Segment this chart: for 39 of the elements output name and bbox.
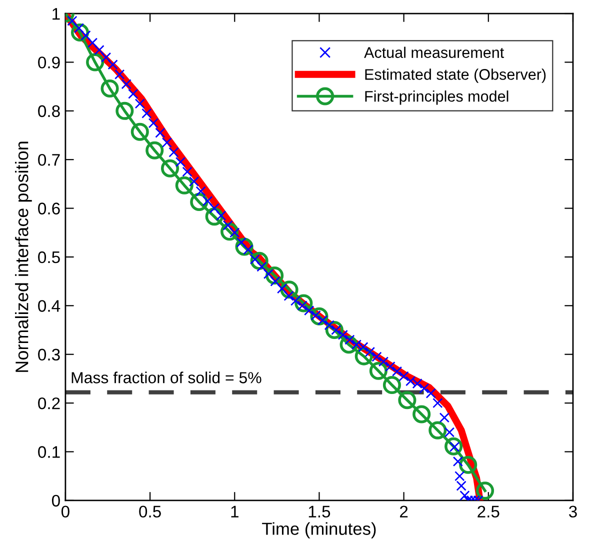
point bbox=[175, 176, 194, 194]
y-tick-label: 0.2 bbox=[38, 397, 60, 410]
y-tick-label: 0.7 bbox=[38, 154, 60, 166]
y-tick-label: 0.6 bbox=[38, 202, 60, 214]
y-tick-label: 0 bbox=[52, 494, 60, 507]
point bbox=[476, 482, 494, 500]
x-tick-label: 3 bbox=[568, 506, 577, 518]
legend-label: Actual measurement bbox=[364, 46, 504, 58]
point bbox=[428, 421, 447, 440]
point bbox=[146, 141, 164, 160]
point bbox=[160, 159, 180, 178]
y-tick-label: 0.9 bbox=[38, 56, 60, 68]
legend-label: Estimated state (Observer) bbox=[365, 68, 546, 83]
point bbox=[369, 362, 388, 380]
point bbox=[459, 456, 478, 474]
y-tick-label: 0.5 bbox=[38, 251, 60, 264]
point bbox=[86, 53, 104, 72]
y-tick-label: 0.3 bbox=[38, 348, 60, 361]
point bbox=[116, 102, 134, 120]
x-tick-label: 1.5 bbox=[308, 506, 330, 518]
point bbox=[382, 376, 401, 394]
y-axis-title: Normalized interface position bbox=[15, 142, 32, 372]
legend-label: First-principles model bbox=[365, 90, 508, 105]
point bbox=[100, 79, 119, 98]
point bbox=[444, 437, 463, 456]
point bbox=[130, 122, 149, 141]
x-tick-label: 0.5 bbox=[139, 506, 161, 518]
y-tick-label: 0.1 bbox=[38, 446, 60, 458]
x-tick-label: 0 bbox=[61, 506, 70, 518]
point bbox=[412, 405, 431, 424]
y-tick-label: 0.4 bbox=[38, 300, 60, 312]
x-tick-label: 2 bbox=[400, 506, 408, 518]
x-axis-title: Time (minutes) bbox=[262, 522, 376, 538]
y-tick-label: 1 bbox=[52, 8, 60, 20]
annotation: Mass fraction of solid = 5% bbox=[72, 372, 262, 384]
x-tick-label: 2.5 bbox=[478, 506, 500, 518]
y-tick-label: 0.8 bbox=[38, 105, 60, 118]
point bbox=[398, 391, 416, 410]
x-tick-label: 1 bbox=[231, 506, 238, 518]
